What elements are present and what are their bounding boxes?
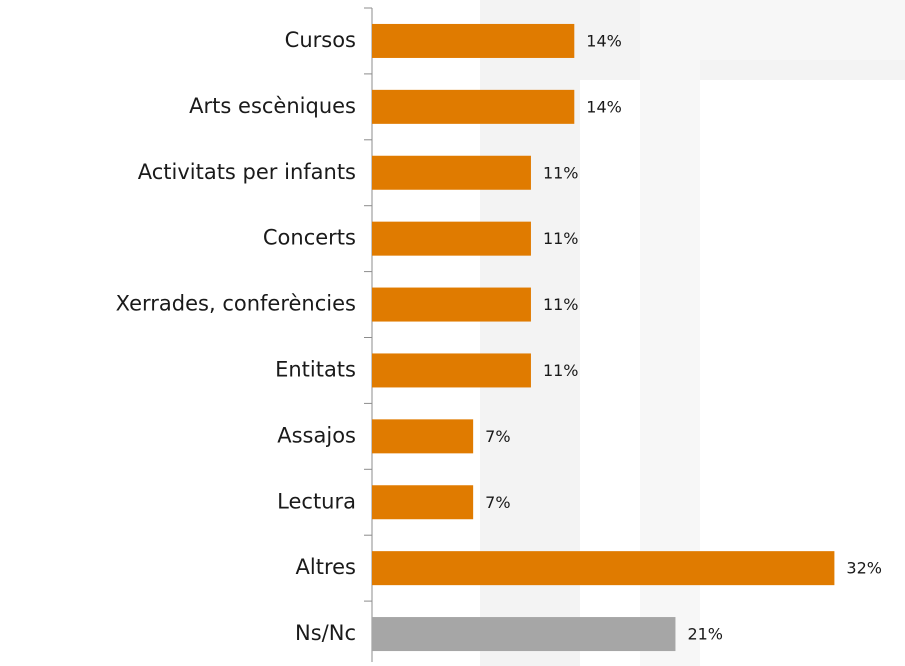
value-label: 14%: [586, 31, 622, 50]
watermark-shape: [480, 0, 905, 666]
bar: [372, 23, 575, 58]
category-label: Ns/Nc: [295, 621, 356, 645]
value-label: 32%: [846, 559, 882, 578]
bar: [372, 287, 531, 322]
category-label: Altres: [296, 555, 356, 579]
bar: [372, 155, 531, 190]
bar: [372, 89, 575, 124]
category-label: Arts escèniques: [189, 94, 356, 118]
bar: [372, 485, 474, 520]
value-label: 7%: [485, 493, 510, 512]
bar: [372, 617, 676, 652]
category-label: Concerts: [263, 226, 356, 250]
category-label: Assajos: [277, 423, 356, 447]
watermark: [480, 0, 905, 666]
value-label: 21%: [687, 625, 723, 644]
bar: [372, 551, 835, 586]
watermark-shape: [640, 0, 905, 666]
value-label: 11%: [543, 295, 579, 314]
value-label: 11%: [543, 361, 579, 380]
bar: [372, 221, 531, 256]
category-label: Activitats per infants: [138, 160, 356, 184]
value-label: 11%: [543, 163, 579, 182]
category-label: Entitats: [275, 357, 356, 381]
bar: [372, 419, 474, 454]
value-label: 14%: [586, 97, 622, 116]
category-label: Xerrades, conferències: [116, 292, 356, 316]
category-label: Lectura: [277, 489, 356, 513]
value-label: 11%: [543, 229, 579, 248]
bar: [372, 353, 531, 388]
category-label: Cursos: [285, 28, 356, 52]
value-label: 7%: [485, 427, 510, 446]
